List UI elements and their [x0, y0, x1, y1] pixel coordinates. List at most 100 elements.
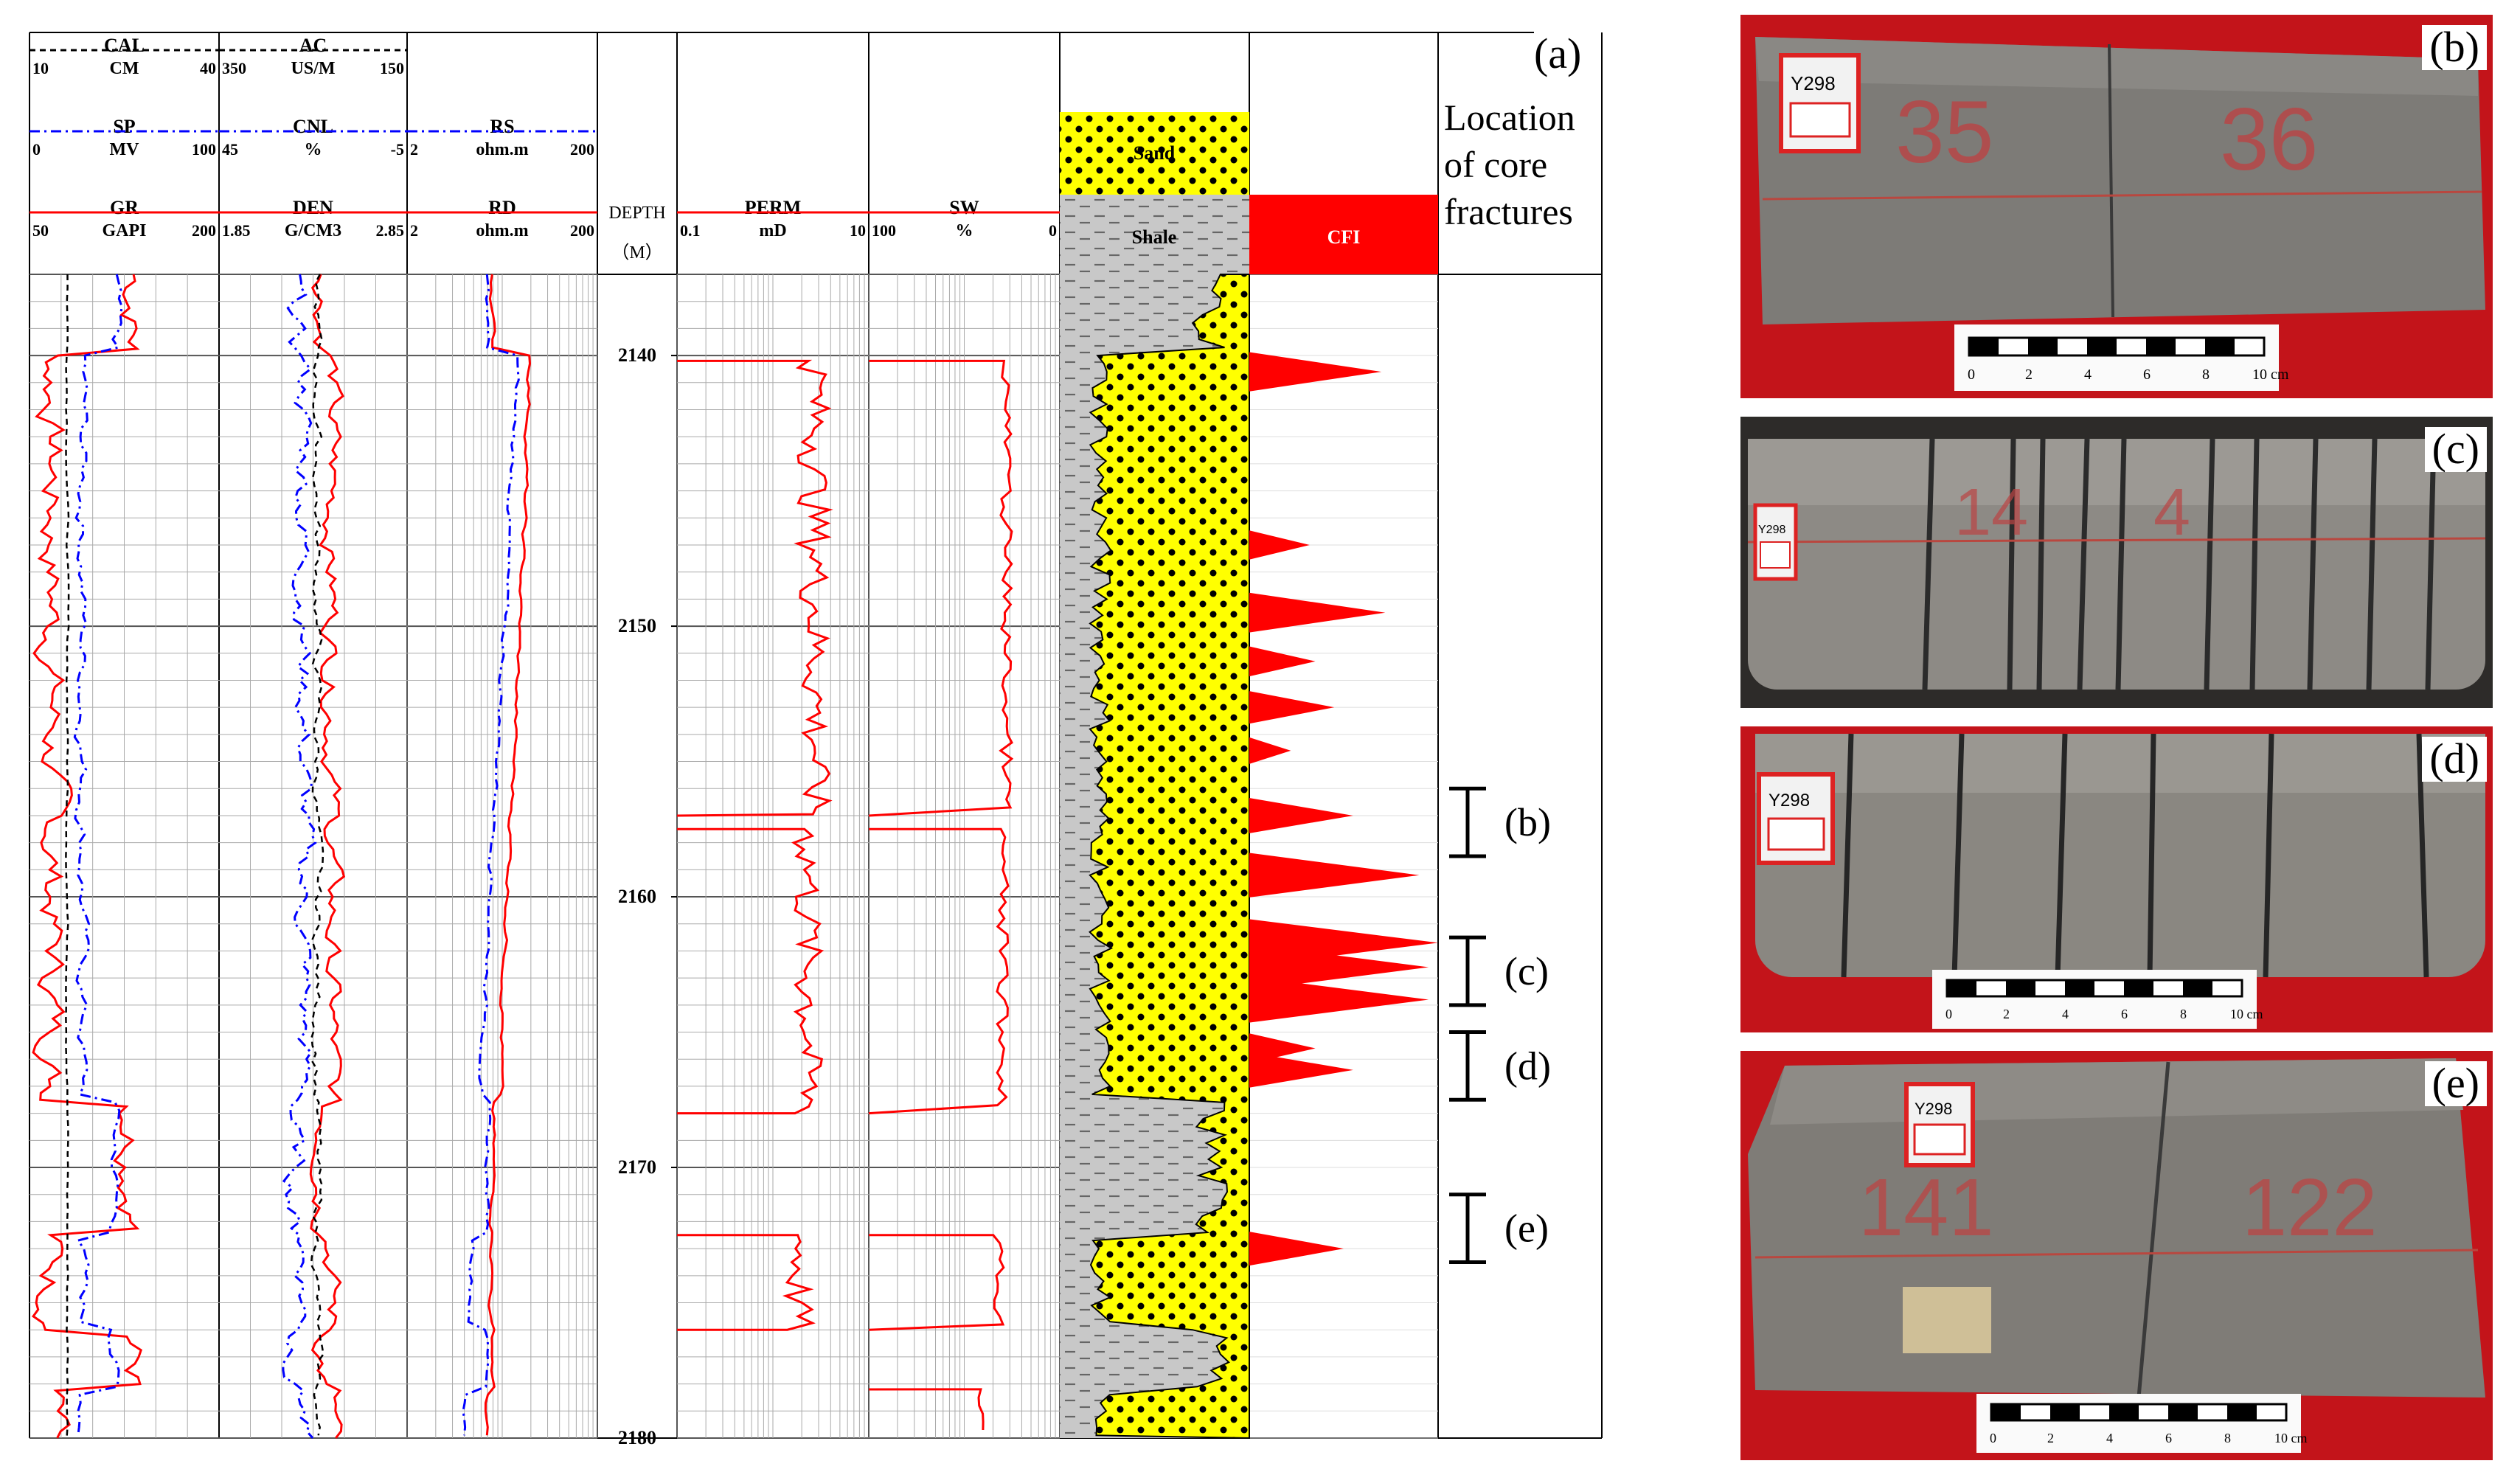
- sample-tag: Y298: [1904, 1082, 1975, 1167]
- scale-tick-0: 0: [1968, 367, 1975, 383]
- shale-legend-swatch: [1060, 195, 1249, 274]
- sample-tag-text: Y298: [1768, 791, 1810, 810]
- fracture-marker-label: (d): [1504, 1044, 1551, 1088]
- fracture-marker-label: (e): [1504, 1207, 1549, 1251]
- scale-tick-3: 6: [2165, 1431, 2172, 1445]
- scale-bar: 0 2 4 6 8 10 cm: [1954, 324, 2289, 391]
- core-mark-1: 14: [1954, 476, 2028, 549]
- cfi-peak: [1249, 691, 1335, 724]
- core-photo-e: Y298 141 122 0 2 4 6 8 10 cm (e): [1740, 1051, 2493, 1460]
- sample-tag: Y298: [1753, 503, 1798, 581]
- depth-tick-label: 2160: [618, 886, 656, 907]
- lithology-track: Sand Shale: [1060, 112, 1250, 1440]
- gr-curve: [31, 274, 142, 1439]
- curve-unit: MV: [110, 140, 140, 159]
- curve-unit: %: [305, 140, 322, 159]
- curve-max: 40: [200, 59, 216, 77]
- panel-label-b: (b): [2422, 24, 2487, 70]
- scale-tick-1: 2: [2025, 367, 2033, 383]
- sample-tag: Y298: [1757, 772, 1835, 865]
- scale-tick-5: 10 cm: [2252, 367, 2289, 383]
- cfi-peak: [1249, 1232, 1344, 1266]
- depth-unit: （M）: [611, 243, 662, 263]
- curve-name: DEN: [293, 197, 333, 218]
- curve-unit: CM: [110, 59, 139, 78]
- curve-unit: ohm.m: [476, 221, 528, 240]
- cfi-label: CFI: [1327, 226, 1361, 248]
- curve-unit: GAPI: [103, 221, 147, 240]
- cfi-peak: [1249, 944, 1429, 990]
- fracture-marker-label: (c): [1504, 949, 1549, 993]
- sample-tag-text: Y298: [1915, 1100, 1952, 1118]
- core-photo-d-svg: Y298 0 2 4 6 8 10 cm: [1740, 726, 2493, 1032]
- sw-curve: [868, 1234, 1005, 1331]
- cfi-peak: [1249, 646, 1316, 677]
- curve-name: AC: [299, 35, 327, 56]
- scale-bar: 0 2 4 6 8 10 cm: [1932, 970, 2263, 1029]
- scale-tick-3: 6: [2143, 367, 2151, 383]
- scale-tick-4: 8: [2224, 1431, 2231, 1445]
- fracture-location-label-line1: Location: [1444, 97, 1575, 138]
- scale-tick-2: 4: [2106, 1431, 2113, 1445]
- fracture-markers: (b) (c) (d) (e): [1449, 786, 1551, 1264]
- curve-unit: US/M: [291, 59, 336, 78]
- sample-tag-text: Y298: [1791, 72, 1836, 94]
- core-mark-1: 35: [1895, 83, 1993, 181]
- sw-curve: [868, 1388, 985, 1431]
- curve-unit: mD: [759, 221, 786, 240]
- curve-name: SP: [113, 116, 135, 137]
- scale-tick-3: 6: [2121, 1007, 2128, 1021]
- core-mark-2: 122: [2242, 1162, 2378, 1253]
- curve-max: 200: [570, 140, 594, 159]
- curve-name: RD: [488, 197, 516, 218]
- perm-curve: [676, 827, 825, 1115]
- curve-unit: ohm.m: [476, 140, 528, 159]
- curve-unit: G/CM3: [285, 221, 341, 240]
- cfi-peak: [1249, 737, 1291, 764]
- sand-legend-swatch: [1060, 112, 1249, 195]
- curve-min: 0.1: [680, 221, 701, 240]
- fracture-location-label-line2: of core: [1444, 144, 1547, 185]
- sand-body: [1089, 274, 1250, 1440]
- curve-min: 50: [32, 221, 49, 240]
- panel-label-a: (a): [1534, 29, 1581, 77]
- curve-name: CNL: [293, 116, 333, 137]
- sw-curve: [868, 827, 1010, 1115]
- depth-tick-label: 2140: [618, 344, 656, 366]
- scale-tick-1: 2: [2003, 1007, 2010, 1021]
- scale-tick-4: 8: [2180, 1007, 2187, 1021]
- sample-tag-text: Y298: [1758, 524, 1785, 536]
- scale-bar: 0 2 4 6 8 10 cm: [1976, 1394, 2308, 1453]
- den-curve: [309, 274, 346, 1439]
- curve-min: 10: [32, 59, 49, 77]
- core-mark-1: 141: [1858, 1162, 1994, 1253]
- core-mark-2: 36: [2220, 90, 2318, 189]
- core-photo-c-svg: Y298 14 4: [1740, 417, 2493, 708]
- perm-curve: [676, 1234, 816, 1331]
- scale-tick-5: 10 cm: [2274, 1431, 2308, 1445]
- curve-max: 10: [850, 221, 866, 240]
- curve-name: GR: [110, 197, 139, 218]
- fracture-marker-label: (b): [1504, 800, 1551, 844]
- core-photo-e-svg: Y298 141 122 0 2 4 6 8 10 cm: [1740, 1051, 2493, 1460]
- core-photo-b: Y298 35 36 0 2 4 6 8 10 cm (b): [1740, 15, 2493, 398]
- sp-curve: [73, 274, 123, 1436]
- core-mark-2: 4: [2153, 476, 2190, 549]
- sand-legend-label: Sand: [1134, 142, 1176, 164]
- curve-max: -5: [391, 140, 404, 159]
- curve-min: 2: [410, 221, 418, 240]
- panel-label-c: (c): [2424, 426, 2487, 472]
- curve-max: 200: [192, 221, 216, 240]
- curve-unit: %: [956, 221, 973, 240]
- depth-tick-label: 2150: [618, 615, 656, 636]
- depth-tick-label: 2170: [618, 1156, 656, 1178]
- core-slab: [1755, 37, 2485, 324]
- curve-name: CAL: [104, 35, 145, 56]
- scale-tick-2: 4: [2084, 367, 2092, 383]
- scale-tick-0: 0: [1990, 1431, 1996, 1445]
- sample-tag: Y298: [1779, 53, 1861, 153]
- curve-min: 350: [222, 59, 246, 77]
- scale-tick-0: 0: [1945, 1007, 1952, 1021]
